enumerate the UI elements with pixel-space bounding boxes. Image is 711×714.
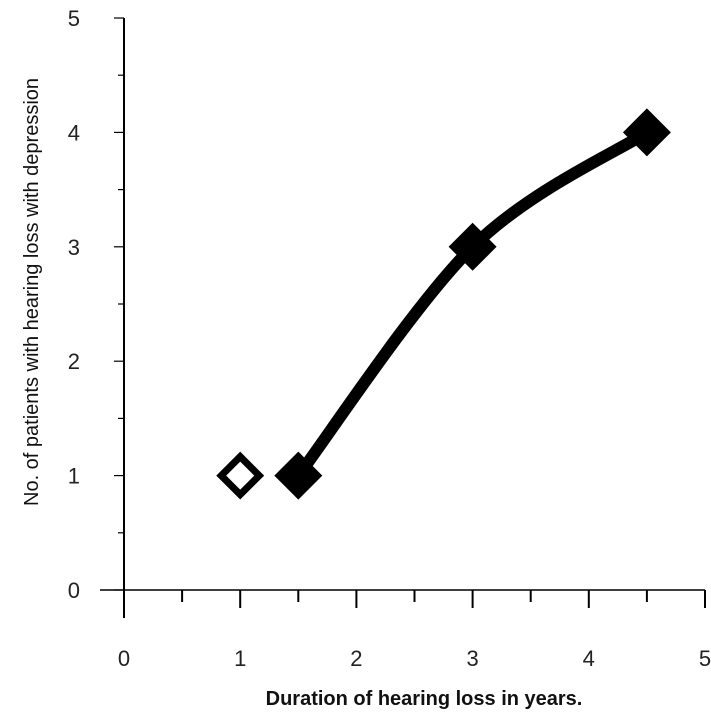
data-point-filled-diamond	[448, 222, 497, 271]
x-tick-label: 1	[234, 646, 246, 671]
y-tick-label: 4	[68, 120, 80, 145]
y-tick-label: 3	[68, 235, 80, 260]
x-tick-label: 3	[466, 646, 478, 671]
x-tick-label: 5	[699, 646, 711, 671]
y-axis-title: No. of patients with hearing loss with d…	[21, 78, 43, 506]
x-axis-title: Duration of hearing loss in years.	[266, 688, 583, 710]
axes	[100, 17, 706, 618]
data-point-filled-diamond	[622, 108, 671, 157]
y-tick-labels: 0 1 2 3 4 5	[68, 6, 80, 603]
y-tick-label: 2	[68, 349, 80, 374]
y-tick-label: 1	[68, 464, 80, 489]
plot-area	[216, 108, 671, 500]
x-tick-label: 0	[118, 646, 130, 671]
y-tick-label: 5	[68, 6, 80, 31]
x-tick-label: 2	[350, 646, 362, 671]
data-point-open-diamond	[216, 451, 265, 500]
x-tick-labels: 0 1 2 3 4 5	[118, 646, 711, 671]
data-point-filled-diamond	[274, 451, 323, 500]
y-tick-label: 0	[68, 578, 80, 603]
series-line	[292, 126, 653, 482]
x-tick-label: 4	[583, 646, 595, 671]
